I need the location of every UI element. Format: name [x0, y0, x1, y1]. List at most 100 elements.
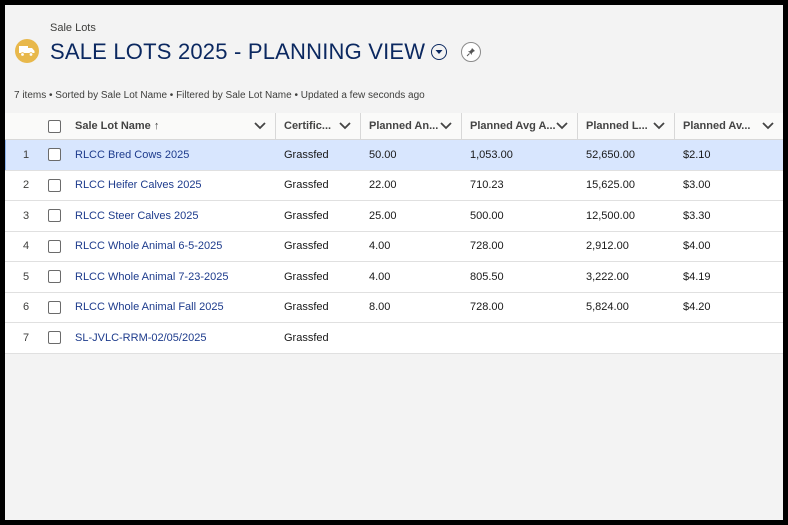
object-label: Sale Lots: [50, 22, 96, 34]
row-checkbox-cell: [41, 322, 67, 354]
row-checkbox[interactable]: [47, 148, 61, 162]
sale-lot-name-link[interactable]: RLCC Heifer Calves 2025: [67, 170, 276, 201]
data-table-container: Sale Lot Name ↑ Certific... Planned An...: [5, 113, 783, 520]
page-title: SALE LOTS 2025 - PLANNING VIEW: [50, 39, 426, 64]
column-label: Planned Avg A...: [470, 120, 555, 132]
row-checkbox[interactable]: [47, 331, 61, 345]
column-label: Planned Av...: [683, 120, 751, 132]
planned-avg-price-cell: $3.30: [675, 200, 783, 232]
chevron-down-icon[interactable]: [761, 121, 775, 131]
column-header-planned-avg-weight[interactable]: Planned Avg A...: [462, 113, 578, 140]
chevron-down-icon[interactable]: [652, 121, 666, 131]
row-number: 3: [5, 200, 41, 232]
sale-lot-name-link[interactable]: RLCC Whole Animal 7-23-2025: [67, 261, 276, 293]
planned-avg-price-cell: $4.19: [675, 261, 783, 293]
row-number: 5: [5, 261, 41, 293]
row-checkbox[interactable]: [47, 178, 61, 192]
select-all-checkbox[interactable]: [47, 119, 61, 133]
planned-animals-cell: 50.00: [361, 139, 462, 171]
table-row[interactable]: 5 RLCC Whole Animal 7-23-2025 Grassfed 4.00…: [5, 261, 783, 293]
planned-avg-price-cell: $4.20: [675, 292, 783, 323]
column-header-planned-animals[interactable]: Planned An...: [361, 113, 462, 140]
row-checkbox-cell: [41, 292, 67, 323]
table-row[interactable]: 1 RLCC Bred Cows 2025 Grassfed 50.00 1,053.0…: [5, 139, 783, 171]
list-view-status: 7 items • Sorted by Sale Lot Name • Filt…: [14, 90, 425, 101]
row-number-header: [5, 113, 41, 140]
certification-cell: Grassfed: [276, 170, 361, 201]
planned-avg-weight-cell: 500.00: [462, 200, 578, 232]
chevron-down-icon[interactable]: [439, 121, 453, 131]
app-window: Sale Lots SALE LOTS 2025 - PLANNING VIEW…: [5, 5, 783, 520]
select-all-header: [41, 113, 67, 140]
planned-avg-price-cell: $4.00: [675, 231, 783, 262]
row-checkbox-cell: [41, 200, 67, 232]
planned-lbs-cell: 2,912.00: [578, 231, 675, 262]
chevron-down-icon[interactable]: [555, 121, 569, 131]
planned-avg-weight-cell: [462, 322, 578, 354]
planned-avg-weight-cell: 710.23: [462, 170, 578, 201]
row-checkbox-cell: [41, 261, 67, 293]
planned-avg-price-cell: $3.00: [675, 170, 783, 201]
column-label: Planned An...: [369, 120, 439, 132]
column-header-certification[interactable]: Certific...: [276, 113, 361, 140]
column-label: Certific...: [284, 120, 332, 132]
row-number: 1: [5, 139, 41, 171]
column-label: Planned L...: [586, 120, 648, 132]
planned-animals-cell: 22.00: [361, 170, 462, 201]
column-header-sale-lot-name[interactable]: Sale Lot Name ↑: [67, 113, 276, 140]
chevron-down-icon[interactable]: [338, 121, 352, 131]
planned-animals-cell: 8.00: [361, 292, 462, 323]
planned-avg-weight-cell: 728.00: [462, 231, 578, 262]
sale-lot-name-link[interactable]: SL-JVLC-RRM-02/05/2025: [67, 322, 276, 354]
column-label: Sale Lot Name: [75, 120, 151, 132]
row-checkbox-cell: [41, 231, 67, 262]
planned-lbs-cell: 52,650.00: [578, 139, 675, 171]
table-row[interactable]: 4 RLCC Whole Animal 6-5-2025 Grassfed 4.00 7…: [5, 231, 783, 262]
row-number: 7: [5, 322, 41, 354]
planned-animals-cell: 4.00: [361, 231, 462, 262]
planned-avg-weight-cell: 1,053.00: [462, 139, 578, 171]
planned-avg-weight-cell: 728.00: [462, 292, 578, 323]
truck-icon: [15, 39, 39, 63]
sale-lot-name-link[interactable]: RLCC Steer Calves 2025: [67, 200, 276, 232]
row-checkbox[interactable]: [47, 209, 61, 223]
sale-lot-name-link[interactable]: RLCC Whole Animal Fall 2025: [67, 292, 276, 323]
column-header-planned-lbs[interactable]: Planned L...: [578, 113, 675, 140]
certification-cell: Grassfed: [276, 292, 361, 323]
list-view-picker-icon[interactable]: [431, 44, 448, 60]
row-number: 4: [5, 231, 41, 262]
table-row[interactable]: 7 SL-JVLC-RRM-02/05/2025 Grassfed: [5, 322, 783, 354]
certification-cell: Grassfed: [276, 200, 361, 232]
row-checkbox-cell: [41, 139, 67, 171]
chevron-down-icon[interactable]: [253, 121, 267, 131]
pin-icon[interactable]: [461, 42, 482, 62]
table-row[interactable]: 2 RLCC Heifer Calves 2025 Grassfed 22.00 710…: [5, 170, 783, 201]
row-number: 6: [5, 292, 41, 323]
table-header-row: Sale Lot Name ↑ Certific... Planned An...: [5, 113, 783, 140]
planned-animals-cell: 4.00: [361, 261, 462, 293]
certification-cell: Grassfed: [276, 261, 361, 293]
sort-ascending-icon: ↑: [153, 120, 160, 132]
column-header-planned-avg-price[interactable]: Planned Av...: [675, 113, 783, 140]
certification-cell: Grassfed: [276, 139, 361, 171]
sale-lot-name-link[interactable]: RLCC Bred Cows 2025: [67, 139, 276, 171]
certification-cell: Grassfed: [276, 322, 361, 354]
list-view-header: Sale Lots SALE LOTS 2025 - PLANNING VIEW…: [5, 5, 783, 113]
sale-lot-name-link[interactable]: RLCC Whole Animal 6-5-2025: [67, 231, 276, 262]
planned-lbs-cell: 5,824.00: [578, 292, 675, 323]
planned-animals-cell: 25.00: [361, 200, 462, 232]
row-checkbox-cell: [41, 170, 67, 201]
certification-cell: Grassfed: [276, 231, 361, 262]
planned-lbs-cell: 3,222.00: [578, 261, 675, 293]
planned-avg-price-cell: [675, 322, 783, 354]
row-checkbox[interactable]: [47, 300, 61, 314]
table-row[interactable]: 3 RLCC Steer Calves 2025 Grassfed 25.00 500.…: [5, 200, 783, 232]
planned-lbs-cell: [578, 322, 675, 354]
planned-animals-cell: [361, 322, 462, 354]
data-table: Sale Lot Name ↑ Certific... Planned An...: [5, 113, 783, 354]
row-checkbox[interactable]: [47, 239, 61, 253]
table-row[interactable]: 6 RLCC Whole Animal Fall 2025 Grassfed 8.00…: [5, 292, 783, 323]
planned-avg-price-cell: $2.10: [675, 139, 783, 171]
row-checkbox[interactable]: [47, 270, 61, 284]
planned-avg-weight-cell: 805.50: [462, 261, 578, 293]
